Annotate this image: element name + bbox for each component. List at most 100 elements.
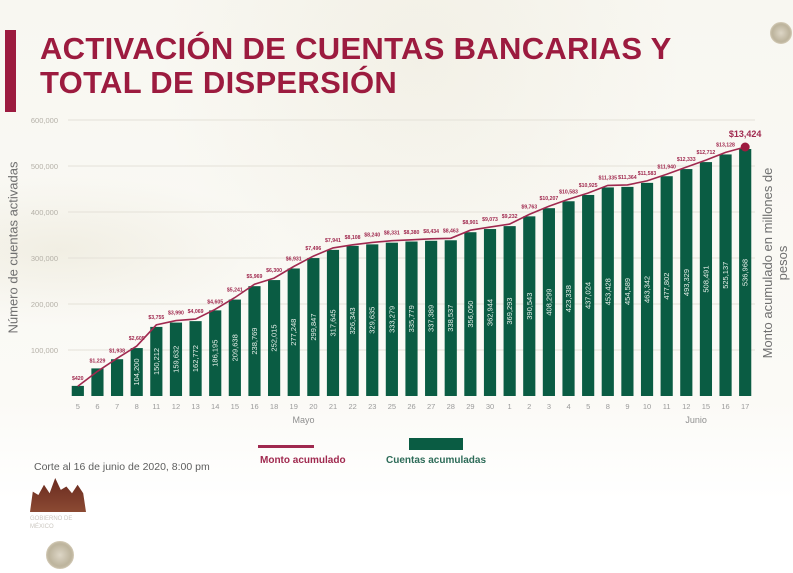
monto-label: $13,424 bbox=[729, 129, 762, 139]
monto-label: $9,232 bbox=[502, 214, 518, 220]
bar bbox=[660, 176, 673, 396]
bar bbox=[110, 359, 124, 396]
y-tick-label: 200,000 bbox=[31, 300, 58, 309]
x-tick-label: 9 bbox=[625, 402, 629, 411]
bar bbox=[189, 321, 202, 396]
monto-label: $1,938 bbox=[109, 348, 125, 354]
monto-label: $1,229 bbox=[90, 358, 106, 364]
bar bbox=[523, 216, 536, 396]
monto-label: $11,364 bbox=[618, 175, 637, 181]
bar bbox=[601, 187, 614, 396]
bar bbox=[640, 182, 654, 396]
bar-value-label: 317,645 bbox=[328, 309, 337, 336]
bar-value-label: 356,050 bbox=[466, 301, 475, 328]
bar bbox=[268, 280, 281, 396]
bar bbox=[699, 162, 713, 396]
bar bbox=[562, 201, 575, 396]
monto-label: $8,463 bbox=[443, 228, 459, 234]
monto-label: $6,300 bbox=[266, 268, 282, 274]
x-tick-label: 5 bbox=[586, 402, 590, 411]
monto-label: $12,712 bbox=[697, 150, 716, 156]
bar-value-label: 454,589 bbox=[623, 278, 632, 305]
bar bbox=[209, 310, 222, 396]
bar bbox=[582, 194, 595, 396]
bar bbox=[346, 245, 359, 396]
y-tick-label: 400,000 bbox=[31, 208, 58, 217]
monto-label: $3,990 bbox=[168, 311, 184, 317]
x-tick-label: 7 bbox=[115, 402, 119, 411]
x-tick-label: 5 bbox=[76, 402, 80, 411]
x-tick-label: 16 bbox=[721, 402, 729, 411]
monto-label: $8,331 bbox=[384, 231, 400, 237]
x-tick-label: 29 bbox=[466, 402, 474, 411]
bar bbox=[307, 258, 320, 396]
x-tick-label: 2 bbox=[527, 402, 531, 411]
monto-label: $7,941 bbox=[325, 238, 341, 244]
bar-value-label: 525,137 bbox=[721, 262, 730, 289]
monto-label: $13,128 bbox=[716, 142, 735, 148]
legend-label-cuentas: Cuentas acumuladas bbox=[386, 455, 487, 466]
cutoff-note: Corte al 16 de junio de 2020, 8:00 pm bbox=[34, 461, 210, 473]
bar-value-label: 493,329 bbox=[682, 269, 691, 296]
title-line-2: TOTAL DE DISPERSIÓN bbox=[40, 65, 398, 100]
monto-label: $8,901 bbox=[462, 220, 478, 226]
bar-value-label: 508,491 bbox=[701, 265, 710, 292]
x-tick-label: 8 bbox=[135, 402, 139, 411]
bar-value-label: 326,343 bbox=[348, 307, 357, 334]
bar-value-label: 150,212 bbox=[152, 348, 161, 375]
bar-value-label: 159,632 bbox=[171, 346, 180, 373]
bar bbox=[405, 241, 418, 396]
bar-value-label: 453,428 bbox=[603, 278, 612, 305]
line-end-marker bbox=[740, 142, 750, 152]
bar bbox=[71, 385, 84, 396]
monto-label: $11,335 bbox=[599, 175, 618, 181]
bar bbox=[150, 326, 163, 396]
monto-label: $5,241 bbox=[227, 288, 243, 294]
y-axis-label-right: Monto acumulado en millones de pesos bbox=[760, 167, 790, 359]
monto-label: $8,108 bbox=[345, 235, 361, 241]
monto-label: $4,605 bbox=[207, 299, 223, 305]
x-tick-label: 19 bbox=[290, 402, 298, 411]
bar-value-label: 277,248 bbox=[289, 319, 298, 346]
bar-value-label: 299,847 bbox=[309, 313, 318, 340]
monto-label: $10,207 bbox=[540, 196, 559, 202]
x-tick-label: 23 bbox=[368, 402, 376, 411]
monto-label: $7,496 bbox=[305, 246, 321, 252]
legend-bar-swatch bbox=[409, 438, 463, 450]
x-tick-label: 27 bbox=[427, 402, 435, 411]
bar bbox=[483, 229, 497, 396]
y-tick-label: 300,000 bbox=[31, 254, 58, 263]
x-tick-label: 8 bbox=[606, 402, 610, 411]
monto-label: $420 bbox=[72, 376, 84, 382]
bar-value-label: 477,802 bbox=[662, 273, 671, 300]
monto-label: $8,240 bbox=[364, 232, 380, 238]
bar-value-label: 209,638 bbox=[230, 334, 239, 361]
x-tick-label: 21 bbox=[329, 402, 337, 411]
monto-label: $2,605 bbox=[129, 336, 145, 342]
bar-value-label: 335,779 bbox=[407, 305, 416, 332]
x-tick-label: 4 bbox=[566, 402, 570, 411]
logo-text: GOBIERNO DE MÉXICO bbox=[30, 516, 73, 530]
bar bbox=[228, 299, 241, 396]
bar-value-label: 338,537 bbox=[446, 305, 455, 332]
bar bbox=[385, 242, 398, 396]
x-tick-label: 17 bbox=[741, 402, 749, 411]
bar-value-label: 162,772 bbox=[191, 345, 200, 372]
bar bbox=[130, 348, 143, 396]
bar-value-label: 238,769 bbox=[250, 328, 259, 355]
bar bbox=[91, 368, 104, 396]
monto-label: $3,755 bbox=[148, 315, 164, 321]
month-label: Junio bbox=[685, 415, 707, 425]
national-seal-icon bbox=[770, 22, 792, 44]
x-tick-label: 22 bbox=[348, 402, 356, 411]
x-tick-label: 10 bbox=[643, 402, 651, 411]
bar bbox=[464, 232, 477, 396]
x-tick-label: 26 bbox=[407, 402, 415, 411]
bar-value-label: 362,944 bbox=[486, 299, 495, 326]
x-tick-label: 6 bbox=[95, 402, 99, 411]
x-tick-label: 14 bbox=[211, 402, 219, 411]
bar-value-label: 390,543 bbox=[525, 293, 534, 320]
bar-value-label: 329,635 bbox=[368, 307, 377, 334]
x-tick-label: 3 bbox=[547, 402, 551, 411]
page-title: ACTIVACIÓN DE CUENTAS BANCARIAS Y TOTAL … bbox=[40, 32, 672, 100]
